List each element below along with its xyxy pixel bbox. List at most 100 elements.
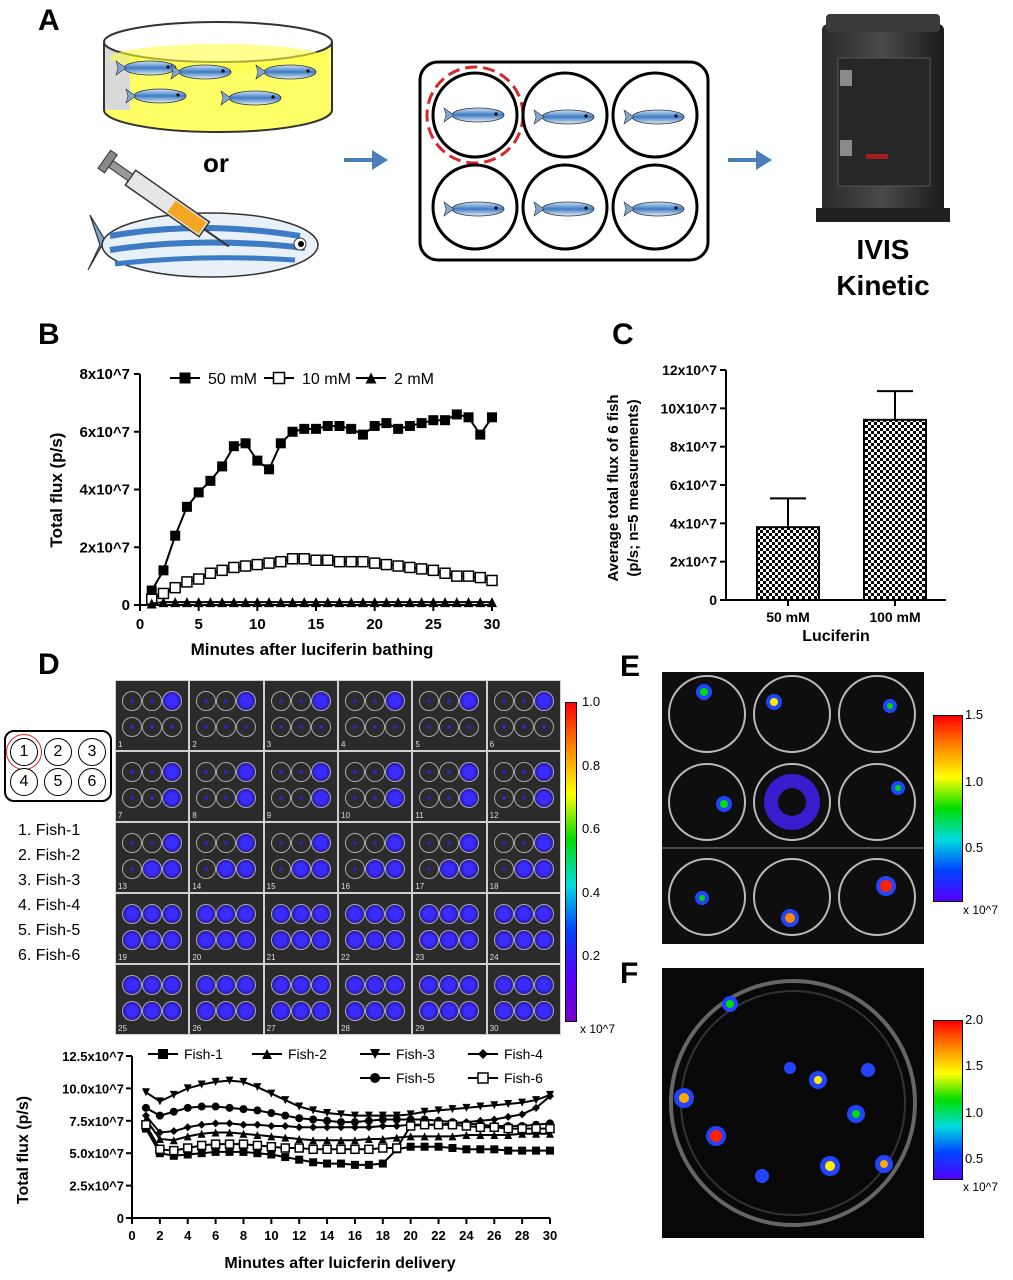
imaging-frame: 5: [412, 680, 487, 751]
frame-well: [513, 904, 534, 924]
data-point: [228, 561, 240, 574]
data-point: [392, 560, 404, 572]
x-tick-label: 100 mM: [869, 609, 920, 625]
data-point: [364, 1123, 373, 1132]
six-well-plate: [418, 60, 710, 262]
data-point: [448, 1144, 457, 1153]
data-point: [155, 1097, 164, 1106]
legend-label: Fish-5: [396, 1070, 435, 1086]
data-point: [267, 1109, 276, 1118]
legend-label: Fish-4: [504, 1046, 543, 1062]
imaging-frame: 6: [486, 680, 561, 751]
frame-number: 20: [192, 953, 202, 962]
data-point: [141, 1103, 150, 1112]
legend-marker: [262, 1049, 272, 1059]
frame-well: [196, 762, 217, 782]
frame-well: [459, 975, 480, 995]
frame-well: [493, 691, 514, 711]
data-point: [295, 1134, 304, 1143]
frame-well: [345, 691, 365, 711]
y-tick-label: 0: [709, 592, 717, 608]
data-point: [518, 1146, 527, 1155]
y-tick-label: 8x10^7: [670, 439, 717, 455]
frame-well: [459, 904, 480, 924]
frame-well: [493, 788, 514, 808]
data-point: [380, 558, 393, 571]
data-point: [487, 412, 497, 423]
data-point: [281, 1096, 290, 1105]
frame-well: [142, 762, 162, 782]
data-point: [155, 1144, 165, 1155]
imaging-frame: 3: [263, 680, 338, 751]
frame-well: [533, 717, 554, 737]
frame-well: [162, 833, 182, 853]
frame-number: 6: [489, 740, 495, 749]
frame-well: [419, 859, 440, 879]
data-point: [196, 1140, 207, 1151]
legend-label: Fish-1: [184, 1046, 223, 1062]
imaging-frame: 12: [486, 751, 561, 822]
data-point: [518, 1110, 527, 1119]
frame-number: 14: [192, 882, 202, 891]
frame-well: [122, 975, 142, 995]
imaging-frame: 1: [115, 680, 190, 751]
frame-well: [216, 717, 237, 737]
data-point: [378, 1159, 387, 1168]
data-point: [369, 420, 380, 431]
data-point: [546, 1092, 554, 1101]
frame-well: [270, 762, 291, 782]
data-point: [475, 429, 486, 440]
data-point: [321, 554, 334, 566]
frame-well: [216, 762, 237, 782]
frame-well: [142, 691, 162, 711]
data-point: [267, 1150, 276, 1159]
data-point: [155, 1128, 164, 1137]
scale-tick-label: 0.4: [582, 884, 601, 900]
frame-number: 3: [266, 740, 272, 749]
data-point: [448, 1105, 457, 1114]
data-point: [266, 1141, 277, 1152]
frame-well: [365, 930, 385, 950]
data-point: [299, 423, 310, 434]
frame-number: 7: [118, 811, 123, 820]
scale-tick-label: 1.0: [582, 694, 601, 709]
data-point: [415, 563, 428, 575]
data-point: [378, 1134, 387, 1143]
frame-well: [419, 833, 440, 853]
x-tick-label: 25: [425, 616, 442, 633]
data-point: [463, 412, 474, 423]
frame-well: [290, 1001, 311, 1021]
frame-well: [310, 904, 331, 924]
imaging-frame: 30: [486, 964, 561, 1035]
frame-well: [122, 762, 142, 782]
syringe-injection: [87, 149, 319, 278]
frame-well: [365, 788, 385, 808]
data-point: [309, 1106, 318, 1115]
data-point: [182, 1143, 193, 1153]
imaging-frame: 27: [263, 964, 338, 1035]
data-point: [364, 1116, 373, 1125]
frame-well: [270, 904, 291, 924]
frame-well: [310, 717, 331, 737]
data-point: [280, 1143, 291, 1153]
scale-tick-label: 1.5: [965, 707, 984, 722]
frame-number: 26: [192, 1024, 202, 1033]
data-point: [225, 1128, 234, 1137]
frame-well: [236, 762, 257, 782]
frame-well: [270, 717, 291, 737]
frame-number: 25: [118, 1024, 127, 1033]
data-point: [346, 423, 357, 434]
data-point: [239, 1077, 248, 1086]
data-point: [350, 1118, 359, 1127]
frame-well: [216, 904, 237, 924]
panel-label-b: B: [38, 318, 60, 351]
legend-marker: [478, 1049, 488, 1059]
data-point: [406, 1132, 415, 1141]
data-point: [323, 1136, 332, 1145]
imaging-frame: 8: [189, 751, 264, 822]
data-point: [146, 598, 157, 609]
series-line: [145, 1079, 551, 1117]
arrow-right-1: [344, 150, 388, 170]
frame-well: [310, 930, 331, 950]
frame-number: 30: [489, 1024, 499, 1033]
